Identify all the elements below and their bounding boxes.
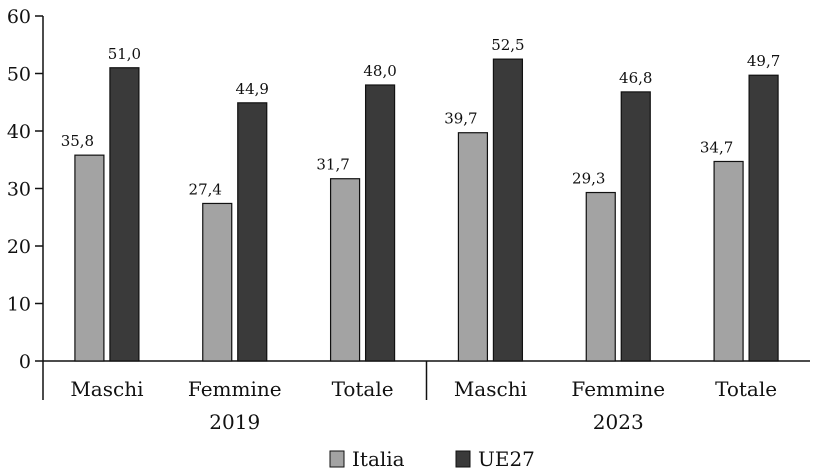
legend-swatch-italia bbox=[329, 450, 345, 468]
chart-legend: Italia UE27 bbox=[329, 447, 535, 471]
data-label: 44,9 bbox=[236, 80, 269, 98]
bar-ue27-2019-totale bbox=[364, 84, 396, 362]
chart-bars bbox=[74, 58, 779, 362]
legend-label-italia: Italia bbox=[352, 447, 405, 471]
bar-italia-2023-maschi bbox=[457, 132, 489, 362]
category-label: Totale bbox=[332, 377, 394, 401]
category-label: Femmine bbox=[188, 377, 282, 401]
y-tick-label: 0 bbox=[19, 351, 31, 373]
legend-label-ue27: UE27 bbox=[478, 447, 535, 471]
bar-ue27-2023-maschi bbox=[492, 58, 524, 362]
bar-ue27-2019-maschi bbox=[109, 67, 140, 362]
category-label: Totale bbox=[715, 377, 777, 401]
bar-ue27-2023-totale bbox=[748, 74, 779, 362]
data-label: 27,4 bbox=[189, 180, 222, 198]
chart-axes: 0 10 20 30 40 50 60 bbox=[7, 6, 810, 400]
bar-italia-2019-totale bbox=[329, 178, 361, 362]
legend-swatch-ue27 bbox=[455, 450, 471, 468]
data-label: 29,3 bbox=[572, 170, 605, 188]
data-label: 49,7 bbox=[747, 52, 780, 70]
y-tick-label: 50 bbox=[7, 64, 31, 86]
bar-italia-2019-maschi bbox=[74, 154, 105, 362]
y-tick-label: 60 bbox=[7, 6, 31, 28]
y-tick-label: 40 bbox=[7, 121, 31, 143]
data-label: 48,0 bbox=[363, 62, 396, 80]
data-label: 51,0 bbox=[108, 45, 141, 63]
chart-labels: 35,8 51,0 Maschi 27,4 44,9 Femmine 31,7 48,0 Tot… bbox=[61, 36, 781, 434]
data-label: 31,7 bbox=[316, 156, 349, 174]
bar-italia-2019-femmine bbox=[202, 202, 233, 362]
data-label: 34,7 bbox=[700, 138, 733, 156]
category-label: Femmine bbox=[571, 377, 665, 401]
bar-ue27-2019-femmine bbox=[237, 102, 268, 362]
group-label: 2023 bbox=[593, 410, 644, 434]
bar-italia-2023-totale bbox=[713, 160, 744, 362]
category-label: Maschi bbox=[454, 377, 527, 401]
data-label: 35,8 bbox=[61, 132, 94, 150]
data-label: 39,7 bbox=[444, 110, 477, 128]
data-label: 46,8 bbox=[619, 69, 652, 87]
group-label: 2019 bbox=[209, 410, 260, 434]
y-tick-label: 30 bbox=[7, 179, 31, 201]
y-tick-label: 20 bbox=[7, 236, 31, 258]
bar-ue27-2023-femmine bbox=[620, 91, 651, 362]
y-tick-label: 10 bbox=[7, 294, 31, 316]
data-label: 52,5 bbox=[491, 36, 524, 54]
category-label: Maschi bbox=[70, 377, 143, 401]
bar-italia-2023-femmine bbox=[585, 191, 616, 362]
